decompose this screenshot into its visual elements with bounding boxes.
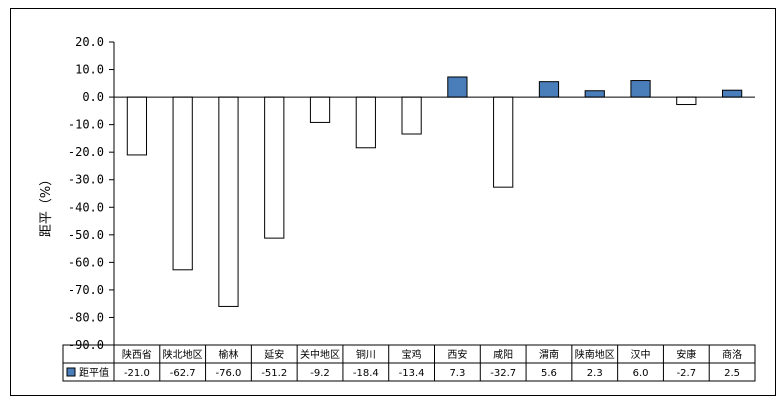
y-tick-label: 10.0 [75,63,104,77]
bar [401,96,422,135]
data-label: 6.0 [633,368,649,379]
data-label: -62.7 [170,368,196,379]
data-label: 7.3 [449,368,465,379]
data-label: -21.0 [124,368,150,379]
y-tick-label: -10.0 [68,118,104,132]
y-tick-label: -80.0 [68,310,104,324]
bar [264,96,285,239]
axes [113,42,755,345]
category-label: 关中地区 [300,348,340,361]
category-label: 渭南 [539,348,559,361]
category-label: 铜川 [356,349,376,361]
category-label: 陕南地区 [575,348,615,361]
bar [309,96,331,123]
data-table: 陕西省 -21.0 陕北地区 -62.7 榆林 -76.0 延安 -51.2 关中地区 -9.2 铜… [62,344,756,382]
category-label: 陕北地区 [163,348,203,361]
category-label: 延安 [264,348,284,361]
category-label: 陕西省 [122,348,152,361]
category-label: 安康 [676,348,696,361]
bar [584,90,605,98]
y-axis-ticks: 20.0 10.0 0.0 -10.0 -20.0 -30.0 -40.0 -50.0 -60.… [68,35,114,352]
y-tick-label: -30.0 [68,173,104,187]
bar [630,80,651,98]
bar [493,96,514,188]
data-label: -9.2 [310,368,330,379]
data-label: 2.5 [724,368,740,379]
bars [126,76,743,307]
y-tick-label: 20.0 [75,35,104,49]
data-label: -2.7 [677,368,697,379]
data-label: -18.4 [353,368,379,379]
legend-label: 距平值 [79,366,109,379]
bar [721,89,743,98]
category-label: 西安 [447,348,467,361]
data-label: -51.2 [261,368,287,379]
y-tick-label: -40.0 [68,200,104,214]
bar [538,81,560,98]
y-tick-label: -60.0 [68,255,104,269]
category-label: 宝鸡 [402,348,422,361]
y-tick-label: -50.0 [68,228,104,242]
chart-frame: 20.0 10.0 0.0 -10.0 -20.0 -30.0 -40.0 -50.0 -60.… [10,8,776,396]
data-label: -76.0 [216,368,242,379]
data-label: 2.3 [587,368,603,379]
category-label: 咸阳 [493,349,513,361]
data-label: -13.4 [399,368,425,379]
bar [172,96,193,271]
bar [676,96,697,106]
bar [447,76,468,98]
category-label: 汉中 [631,348,651,361]
bar-chart: 20.0 10.0 0.0 -10.0 -20.0 -30.0 -40.0 -50.0 -60.… [39,35,756,382]
y-tick-label: 0.0 [82,90,104,104]
category-label: 榆林 [218,348,238,361]
legend-swatch [66,367,76,377]
data-label: 5.6 [541,368,557,379]
bar [126,96,148,156]
y-tick-label: -70.0 [68,283,104,297]
bar [355,96,376,149]
data-label: -32.7 [490,368,516,379]
y-tick-label: -20.0 [68,145,104,159]
y-axis-label: 距平（%） [39,173,54,237]
category-label: 商洛 [722,348,742,361]
bar [218,96,239,307]
